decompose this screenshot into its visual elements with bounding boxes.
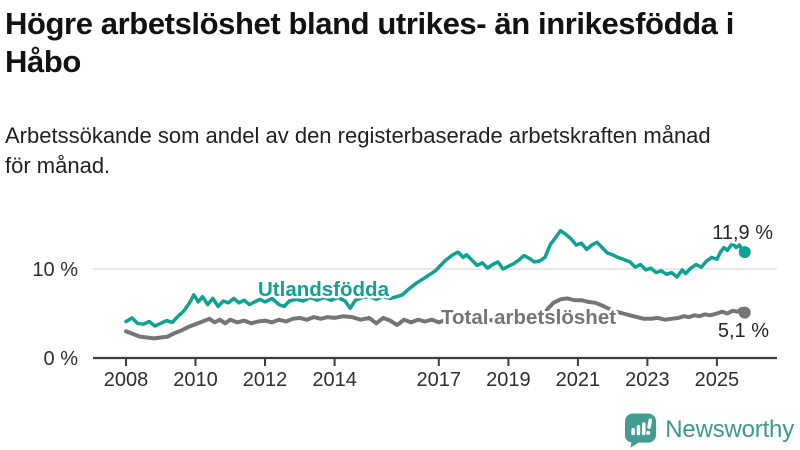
total-arbetsloshet-line: [124, 296, 747, 341]
utlandsfodda-end-dot: [738, 246, 751, 259]
subtitle-line-2: för månad.: [5, 153, 111, 179]
logo-bar-medium: [637, 425, 641, 436]
unemployment-line-chart: 2008 2010 2012 2014 2017 2019 2021 2023 2025 0 % 1…: [32, 220, 777, 391]
logo-bar-small: [631, 428, 636, 436]
newsworthy-speech-bubble-icon: [625, 413, 657, 448]
x-tick-label-2012: 2012: [243, 369, 288, 391]
x-tick-label-2008: 2008: [104, 369, 149, 391]
x-tick-label-2025: 2025: [695, 369, 740, 391]
subtitle-line-1: Arbetssökande som andel av den registerb…: [5, 123, 711, 148]
utlandsfodda-line: [124, 228, 747, 328]
title-line-1: Högre arbetslöshet bland utrikes- än inr…: [5, 6, 734, 41]
newsworthy-logo: Newsworthy: [624, 412, 794, 448]
total-arbetsloshet-series-label: Total arbetslöshet: [441, 306, 616, 329]
total-arbetsloshet-end-dot: [738, 306, 751, 319]
x-tick-label-2021: 2021: [556, 369, 601, 391]
x-tick-label-2019: 2019: [486, 369, 531, 391]
chart-subtitle: Arbetssökande som andel av den registerb…: [5, 121, 790, 182]
total-arbetsloshet-end-value-label: 5,1 %: [718, 320, 769, 342]
utlandsfodda-series-label: Utlandsfödda: [258, 278, 390, 301]
x-tick-label-2010: 2010: [173, 369, 218, 391]
utlandsfodda-end-value-label: 11,9 %: [712, 222, 773, 244]
newsworthy-wordmark: Newsworthy: [665, 416, 794, 443]
logo-bar-large: [642, 422, 646, 436]
x-tick-label-2017: 2017: [417, 369, 462, 391]
logo-exclamation: [646, 418, 653, 435]
x-tick-label-2023: 2023: [625, 369, 670, 391]
y-tick-label-0: 0 %: [44, 348, 79, 370]
title-line-2: Håbo: [5, 43, 81, 79]
y-tick-label-10: 10 %: [32, 259, 78, 281]
page-title: Högre arbetslöshet bland utrikes- än inr…: [5, 5, 796, 81]
x-tick-label-2014: 2014: [312, 369, 357, 391]
